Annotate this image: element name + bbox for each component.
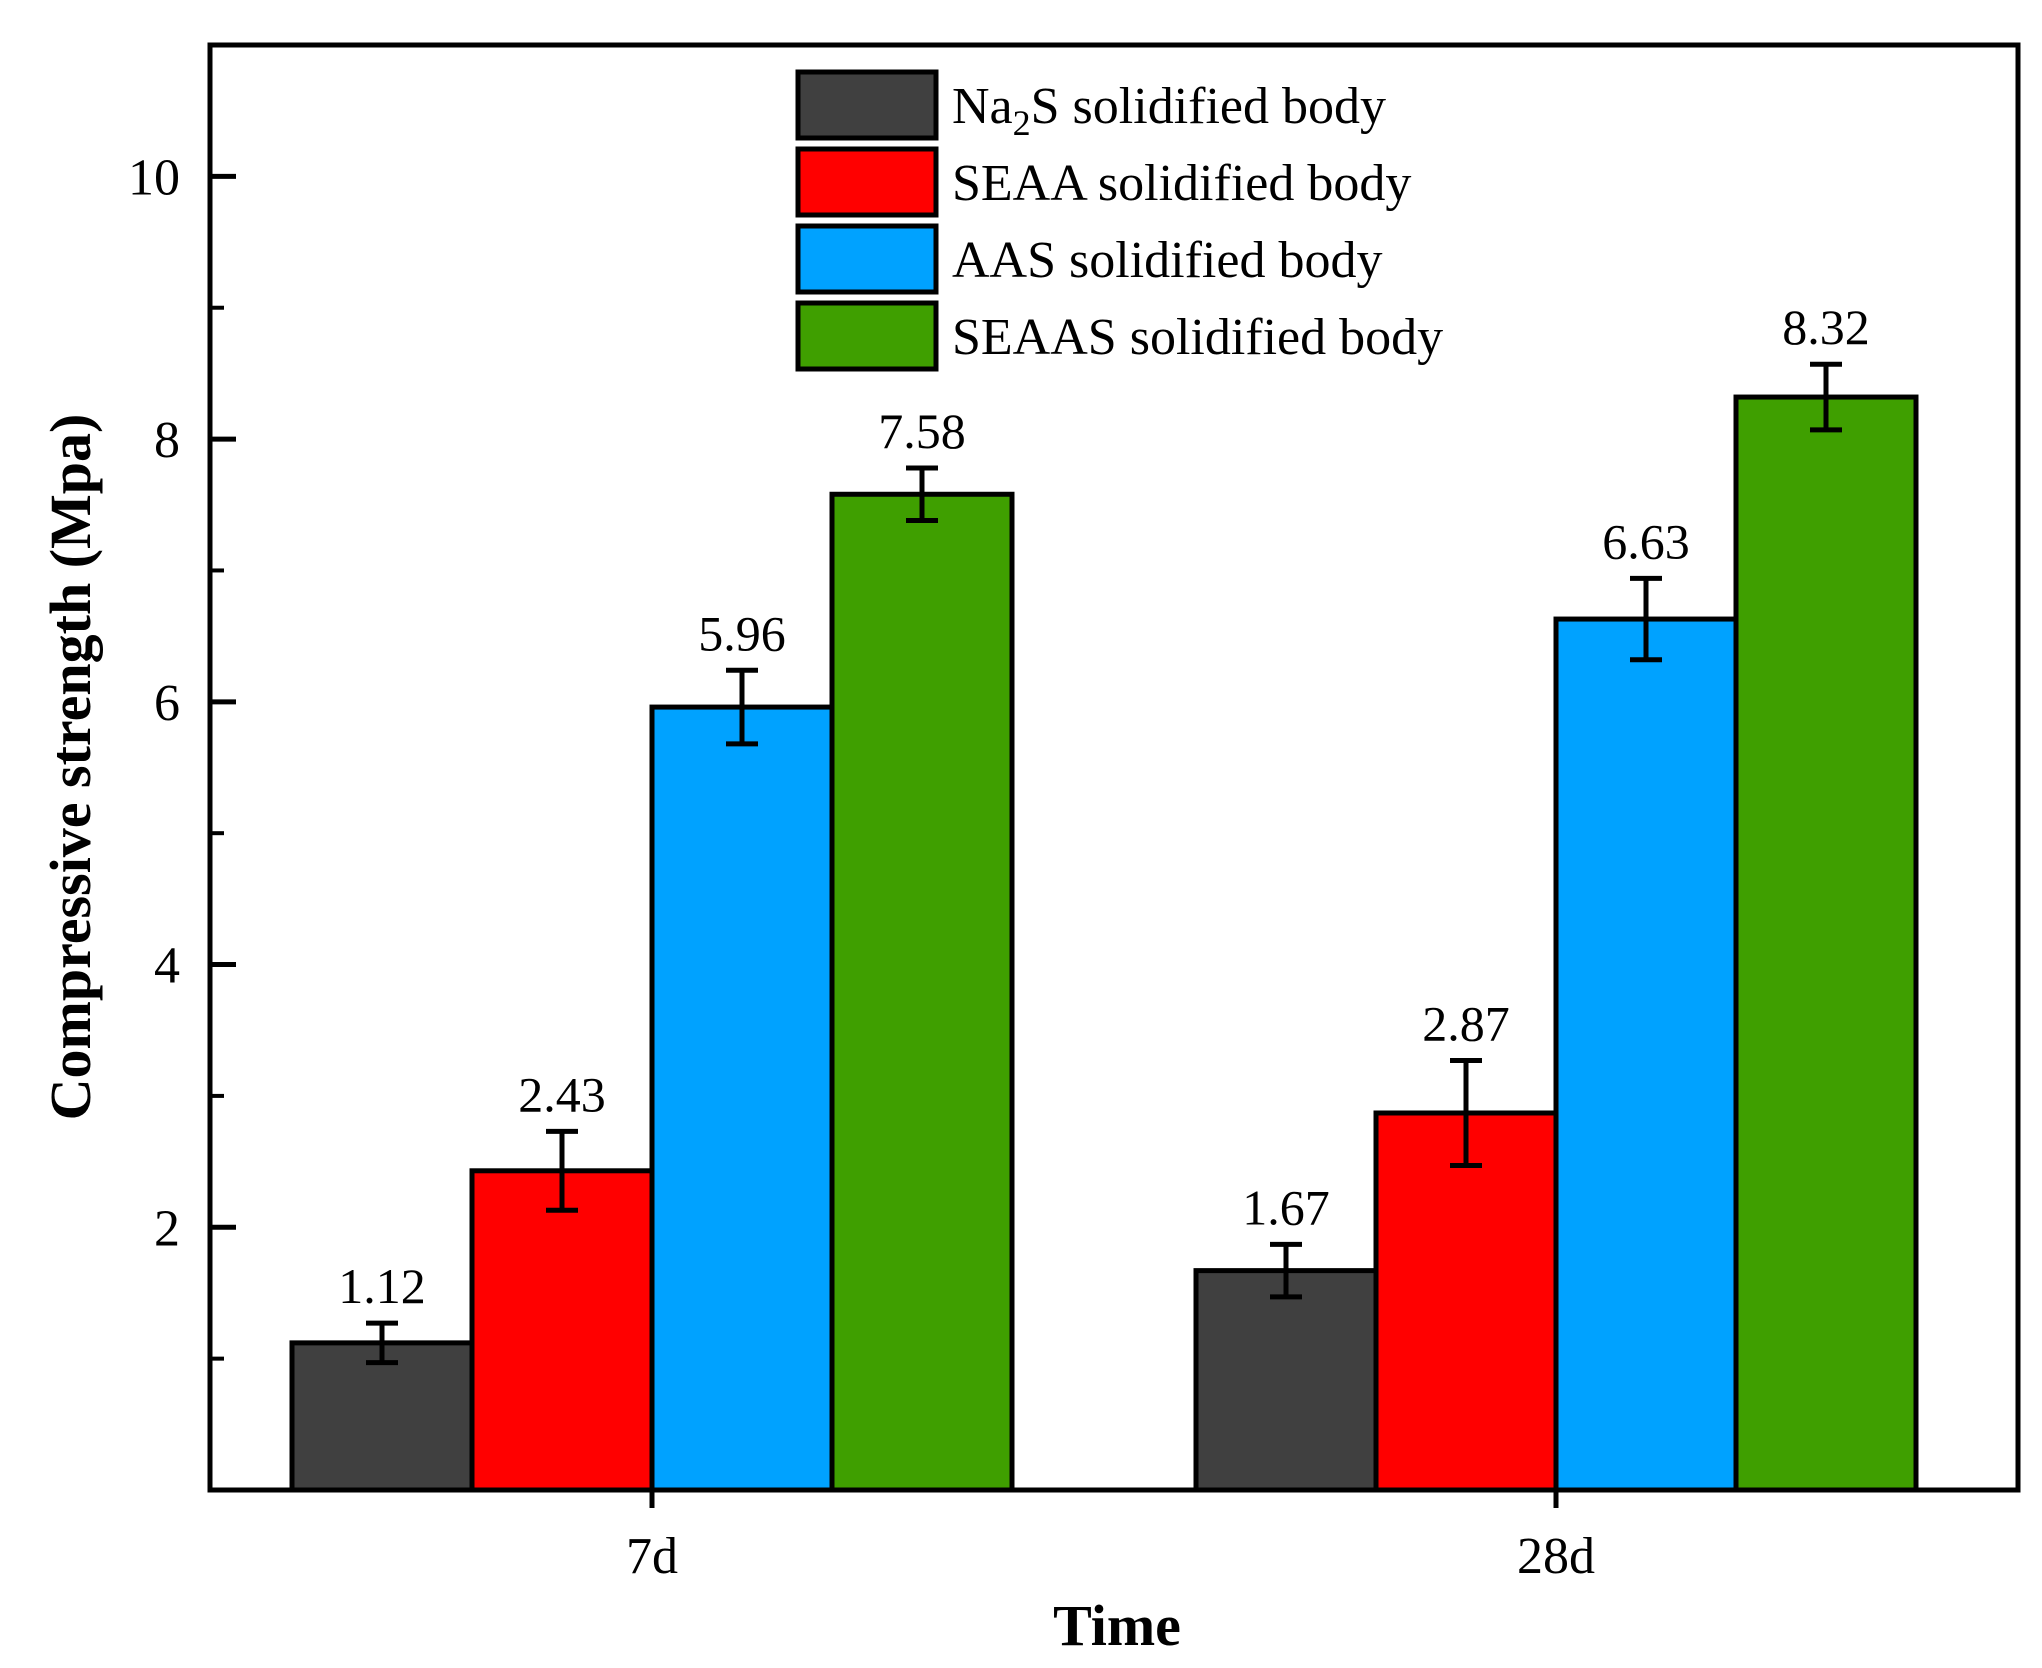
legend: Na2S solidified body SEAA solidified body… [795,69,1443,372]
x-tick-label-7d: 7d [626,1528,678,1585]
bar-7d-series-2 [649,704,835,1493]
legend-swatch-series-1 [795,146,939,218]
value-label-7d-series-0: 1.12 [338,1258,426,1314]
plot-frame [207,42,2021,1493]
error-bars-layer [366,361,1842,1366]
legend-swatch-series-2 [795,223,939,295]
value-label-28d-series-2: 6.63 [1602,513,1690,569]
y-axis-title: Compressive strength (Mpa) [38,414,103,1121]
y-tick-label-2: 2 [154,1200,180,1257]
bar-7d-series-1 [469,1168,655,1493]
x-axis: 7d 28d [626,1490,1595,1585]
legend-swatch-series-3 [795,300,939,372]
value-label-28d-series-0: 1.67 [1242,1179,1330,1235]
value-label-7d-series-2: 5.96 [698,605,786,661]
value-label-7d-series-1: 2.43 [518,1066,606,1122]
y-axis: 2 4 6 8 10 [128,149,236,1361]
bar-28d-series-2 [1553,616,1739,1493]
legend-label-series-2: AAS solidified body [952,232,1382,289]
y-tick-label-10: 10 [128,149,180,206]
legend-swatch-series-0 [795,69,939,141]
bar-28d-series-1 [1373,1110,1559,1493]
bar-7d-series-3 [829,491,1015,1493]
value-label-7d-series-3: 7.58 [878,403,966,459]
legend-label-series-1: SEAA solidified body [952,155,1411,212]
value-label-28d-series-3: 8.32 [1782,299,1870,355]
y-tick-label-8: 8 [154,412,180,469]
value-label-28d-series-1: 2.87 [1422,995,1510,1051]
value-labels-layer: 1.12 2.43 5.96 7.58 1.67 2.87 6.63 8.32 [338,299,1870,1314]
y-tick-label-4: 4 [154,938,180,995]
bar-28d-series-0 [1193,1268,1379,1493]
y-tick-label-6: 6 [154,675,180,732]
legend-label-series-3: SEAAS solidified body [952,309,1443,366]
legend-label-series-0: Na2S solidified body [952,78,1386,143]
bar-7d-series-0 [289,1340,475,1493]
x-axis-title: Time [1053,1593,1181,1658]
bar-28d-series-3 [1733,394,1919,1493]
x-tick-label-28d: 28d [1517,1528,1595,1585]
